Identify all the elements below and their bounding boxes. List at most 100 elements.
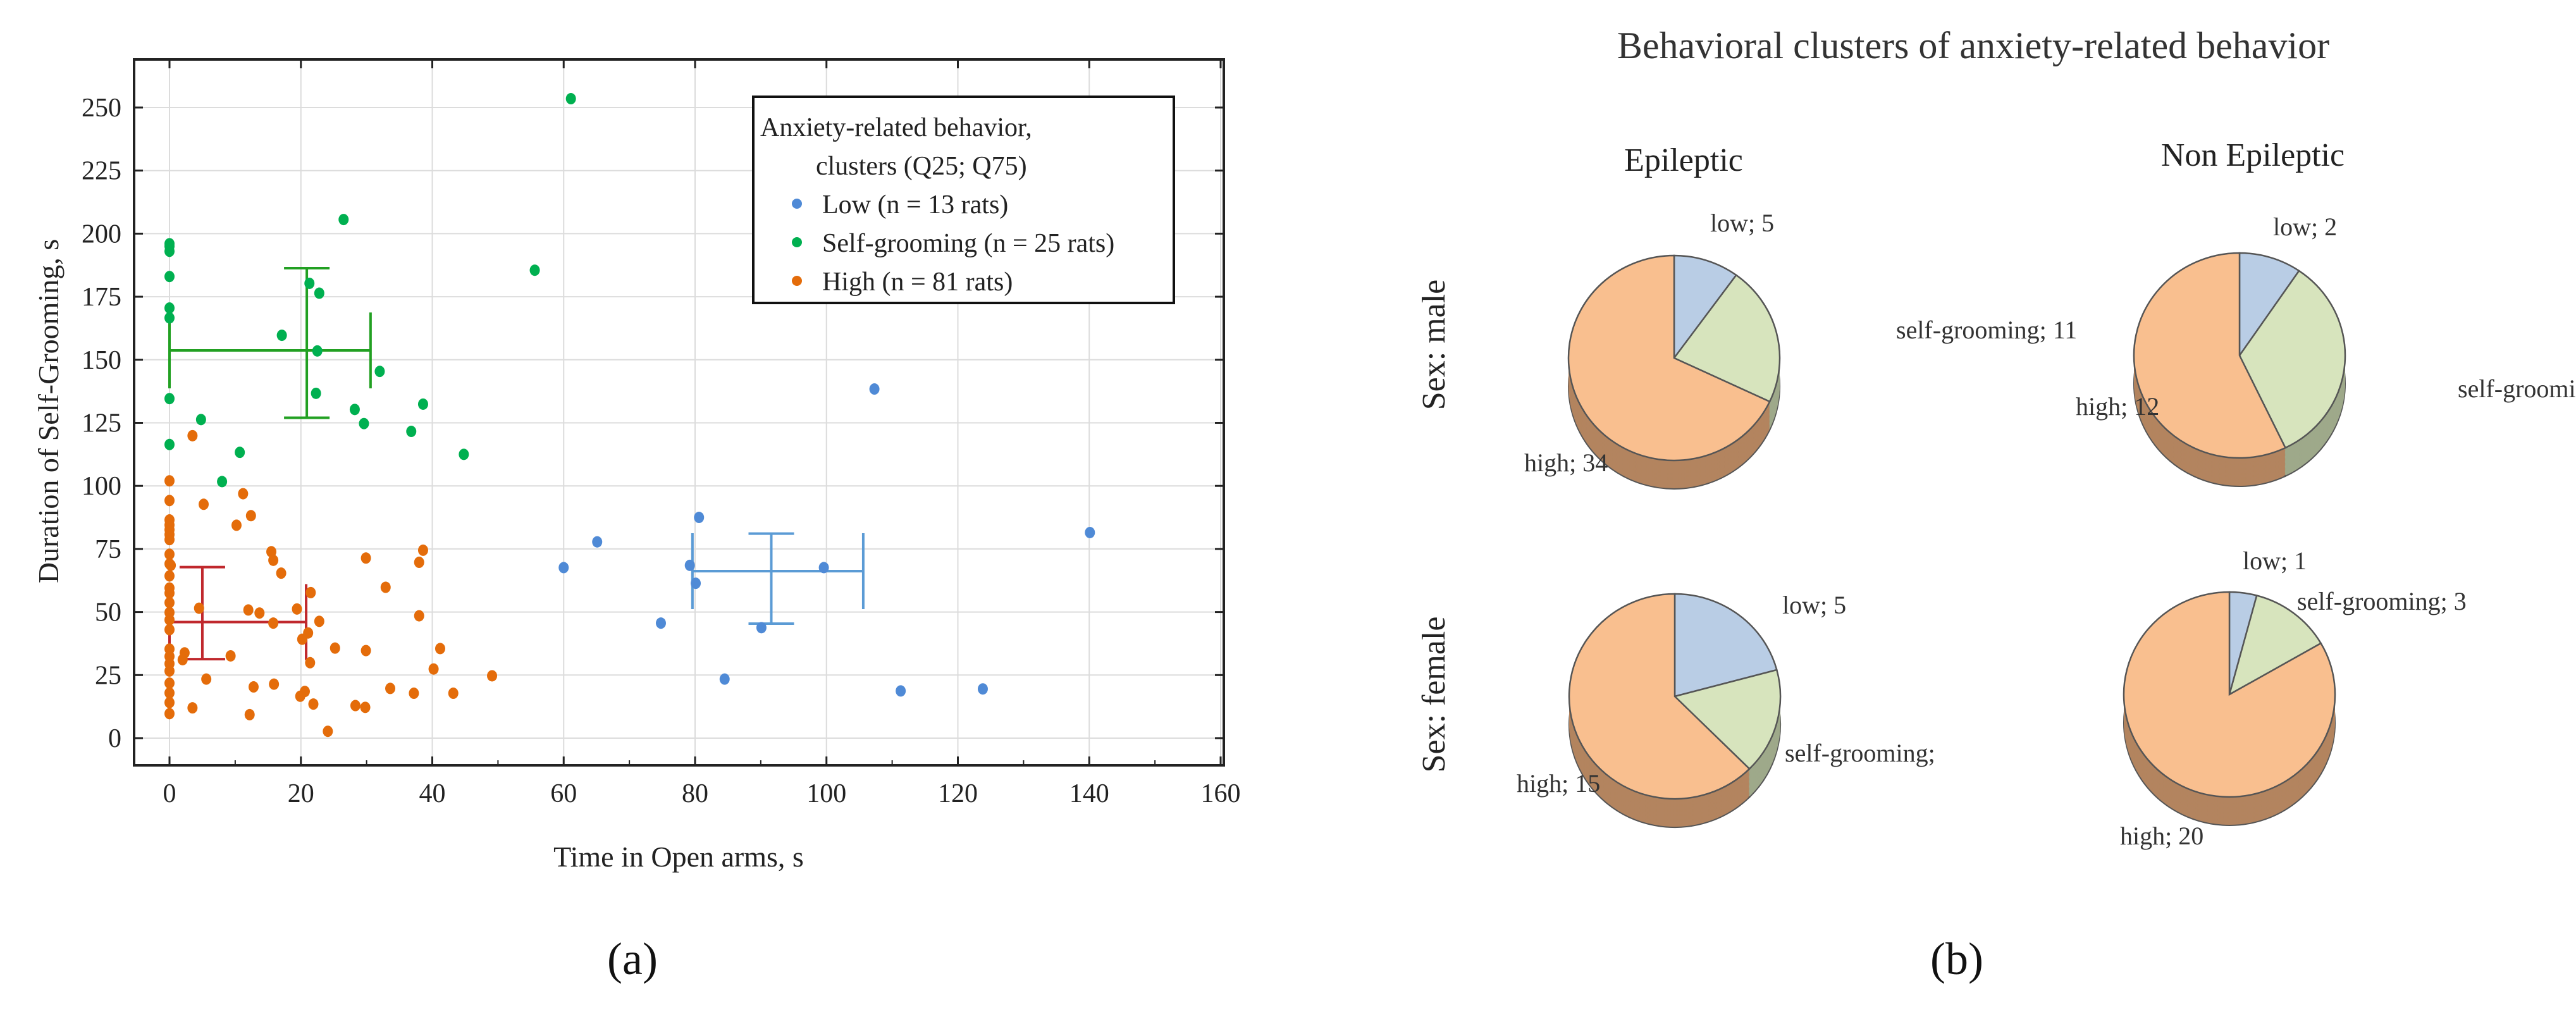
high-data-point	[414, 557, 424, 569]
high-data-point	[292, 603, 302, 615]
high-data-point	[166, 559, 176, 571]
self_grooming-data-point	[164, 393, 175, 405]
high-data-point	[428, 663, 439, 675]
pie-slice-high	[2133, 252, 2287, 459]
self_grooming-data-point	[304, 277, 315, 289]
low-data-point	[719, 673, 730, 685]
self_grooming-data-point	[349, 404, 360, 416]
pie-slice-self_grooming	[2238, 269, 2346, 449]
high-data-point	[385, 682, 396, 694]
x-tick-label: 40	[419, 779, 446, 808]
pie-label-low: low; 5	[1782, 591, 1846, 619]
x-tick-label: 100	[806, 779, 846, 808]
high-data-point	[164, 534, 175, 546]
self_grooming-data-point	[359, 417, 369, 429]
y-tick-label: 50	[95, 598, 121, 627]
low-data-point	[1085, 526, 1095, 538]
legend-entry-high: High (n = 81 rats)	[822, 268, 1013, 297]
pie-slice-self_grooming	[1673, 669, 1782, 770]
high-data-point	[238, 488, 249, 500]
pie-label-low: low; 5	[1710, 209, 1774, 237]
y-tick-label: 250	[82, 94, 121, 123]
pie-charts: Behavioral clusters of anxiety-related b…	[1416, 25, 2576, 984]
pie-slice-low	[1673, 593, 1778, 698]
pie-label-high: high; 34	[1524, 448, 1608, 477]
high-data-point	[448, 688, 459, 700]
high-data-point	[434, 643, 445, 655]
y-tick-label: 125	[82, 409, 121, 438]
high-data-point	[308, 698, 319, 710]
self_grooming-data-point	[235, 447, 245, 459]
legend-title-line2: clusters (Q25; Q75)	[816, 152, 1027, 181]
pie-male-non-epileptic: low; 2 self-grooming; 7 high; 12	[2076, 213, 2576, 487]
high-data-point	[295, 690, 305, 702]
pie-label-low: low; 1	[2243, 546, 2307, 575]
pie-female-epileptic: low; 5 self-grooming; high; 15	[1517, 591, 1935, 828]
high-data-point	[323, 725, 333, 737]
low-data-point	[756, 622, 767, 634]
x-tick-label: 120	[938, 779, 978, 808]
y-tick-label: 150	[82, 346, 121, 375]
pie-label-self_grooming: self-grooming; 11	[1896, 316, 2077, 344]
pie-slice-low	[2238, 252, 2300, 358]
high-data-point	[361, 552, 371, 564]
legend: Anxiety-related behavior, clusters (Q25;…	[752, 96, 1175, 304]
high-data-point	[164, 495, 175, 507]
self_grooming-data-point	[195, 414, 206, 426]
self_grooming-data-point	[217, 476, 228, 488]
y-tick-label: 25	[95, 661, 121, 690]
high-data-point	[164, 475, 175, 487]
x-tick-label: 60	[550, 779, 577, 808]
self_grooming-data-point	[312, 345, 323, 357]
pie-male-epileptic: low; 5 self-grooming; 11 high; 34	[1524, 209, 2077, 490]
legend-marker-self-grooming	[792, 237, 802, 247]
pie-slice-high	[1567, 254, 1771, 462]
high-data-point	[487, 670, 498, 682]
pie-slice-high	[1568, 593, 1751, 800]
self_grooming-data-point	[406, 426, 417, 438]
low-data-point	[869, 383, 880, 395]
pie-label-high: high; 15	[1517, 769, 1600, 798]
high-data-point	[187, 429, 198, 441]
x-tick-label: 160	[1201, 779, 1241, 808]
data-points	[164, 93, 1095, 737]
high-data-point	[266, 546, 277, 558]
high-data-point	[305, 586, 316, 598]
row-label-male: Sex: male	[1416, 280, 1452, 410]
high-data-point	[164, 587, 175, 599]
y-tick-label: 225	[82, 157, 121, 186]
axis-ticks: 0 20 40 60 80 100 120 140 160 0 25 50 75 100 125 150 175…	[82, 59, 1241, 808]
high-data-point	[297, 633, 307, 645]
high-data-point	[164, 696, 175, 708]
pie-slice-high	[2123, 591, 2336, 798]
x-tick-label: 80	[682, 779, 708, 808]
row-label-female: Sex: female	[1416, 617, 1452, 773]
high-data-point	[360, 701, 371, 713]
pie-label-self_grooming: self-grooming;	[1785, 739, 1935, 767]
high-data-point	[314, 615, 324, 627]
low-data-point	[684, 559, 695, 571]
high-data-point	[350, 700, 361, 712]
y-tick-label: 200	[82, 219, 121, 249]
pie-label-self_grooming: self-grooming; 7	[2458, 374, 2576, 403]
low-data-point	[896, 685, 906, 697]
high-data-point	[187, 702, 198, 714]
y-tick-label: 100	[82, 472, 121, 501]
high-data-point	[417, 544, 428, 556]
high-data-point	[164, 570, 175, 582]
high-data-point	[194, 602, 204, 614]
high-data-point	[268, 554, 279, 566]
y-tick-label: 0	[108, 724, 121, 753]
high-data-point	[164, 665, 175, 677]
column-header-epileptic: Epileptic	[1624, 142, 1743, 178]
x-axis-label: Time in Open arms, s	[553, 841, 804, 873]
high-data-point	[361, 645, 371, 657]
column-header-non-epileptic: Non Epileptic	[2161, 137, 2345, 173]
high-data-point	[164, 548, 175, 560]
high-data-point	[164, 614, 175, 626]
low-data-point	[694, 512, 705, 524]
pie-female-non-epileptic: low; 1 self-grooming; 3 high; 20	[2120, 546, 2467, 850]
self_grooming-data-point	[459, 448, 469, 460]
high-data-point	[164, 677, 175, 689]
